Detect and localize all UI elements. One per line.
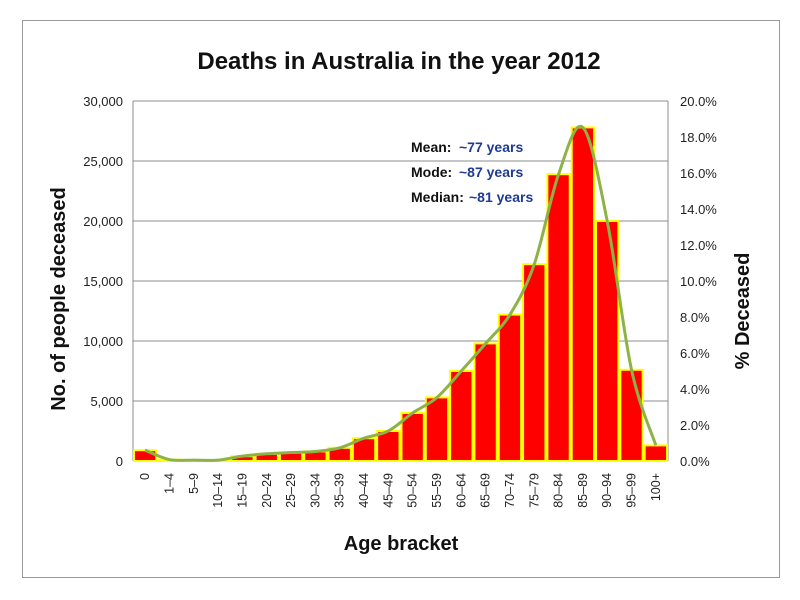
x-tick-label: 5–9 [187,473,201,494]
x-tick-label: 30–34 [308,473,322,508]
x-tick-label: 15–19 [235,473,249,508]
chart-title: Deaths in Australia in the year 2012 [197,48,600,75]
stat-value: ~77 years [459,139,523,155]
x-tick-label: 25–29 [284,473,298,508]
x-tick-label: 90–94 [600,473,614,508]
stat-value: ~87 years [459,164,523,180]
bar-10 [376,430,401,462]
y2-tick-label: 16.0% [680,166,717,181]
x-axis-ticks: 0 1–4 5–9 10–14 15–19 20–24 25–29 30–34 35–39 40–… [138,473,663,508]
bar-14 [473,342,498,462]
x-tick-label: 75–79 [527,473,541,508]
stat-label: Mean: [411,139,451,155]
bar-21 [643,444,669,462]
y2-tick-label: 10.0% [680,274,717,289]
bar-17 [546,173,571,462]
y2-tick-label: 2.0% [680,418,710,433]
x-tick-label: 65–69 [479,473,493,508]
chart-svg: Deaths in Australia in the year 2012 0 5,… [48,48,754,555]
stat-value: ~81 years [469,189,533,205]
right-axis-ticks: 0.0% 2.0% 4.0% 6.0% 8.0% 10.0% 12.0% 14.0% 16.0%… [680,94,717,469]
y2-tick-label: 14.0% [680,202,717,217]
y-tick-label: 0 [116,454,123,469]
x-tick-label: 45–49 [381,473,395,508]
stats-annotations: Mean: ~77 years Mode: ~87 years Median: ~81 y… [411,139,533,205]
x-tick-label: 95–99 [625,473,639,508]
y2-tick-label: 18.0% [680,130,717,145]
bar-13 [449,370,474,462]
y2-axis-title: % Deceased [732,253,754,370]
y2-tick-label: 12.0% [680,238,717,253]
bar-19 [595,220,620,462]
x-tick-label: 50–54 [406,473,420,508]
stat-label: Median: [411,189,464,205]
y2-tick-label: 0.0% [680,454,710,469]
x-tick-label: 20–24 [260,473,274,508]
stat-label: Mode: [411,164,452,180]
y2-tick-label: 6.0% [680,346,710,361]
bar-12 [424,396,450,462]
x-tick-label: 40–44 [357,473,371,508]
bars [133,126,669,463]
y-tick-label: 10,000 [83,334,123,349]
y2-tick-label: 8.0% [680,310,710,325]
chart-frame: Deaths in Australia in the year 2012 0 5,… [22,20,780,578]
bar-18 [570,126,596,463]
x-tick-label: 80–84 [552,473,566,508]
y-tick-label: 15,000 [83,274,123,289]
x-tick-label: 100+ [649,473,663,501]
x-tick-label: 35–39 [333,473,347,508]
y-tick-label: 20,000 [83,214,123,229]
x-tick-label: 70–74 [503,473,517,508]
x-axis-title: Age bracket [344,533,459,555]
bar-20 [619,368,644,462]
percent-curve [144,124,658,462]
x-tick-label: 55–59 [430,473,444,508]
x-tick-label: 85–89 [576,473,590,508]
grid [132,100,669,462]
x-tick-label: 10–14 [211,473,225,508]
bar-16 [522,263,547,462]
x-tick-label: 0 [138,473,152,480]
y2-tick-label: 20.0% [680,94,717,109]
y2-tick-label: 4.0% [680,382,710,397]
y-tick-label: 25,000 [83,154,123,169]
x-tick-label: 60–64 [454,473,468,508]
y-axis-title: No. of people deceased [48,187,70,410]
percent-curve-group [144,124,658,462]
y-tick-label: 30,000 [83,94,123,109]
bar-15 [497,313,523,462]
x-tick-label: 1–4 [162,473,176,494]
left-axis-ticks: 0 5,000 10,000 15,000 20,000 25,000 30,000 [83,94,123,469]
bar-0 [133,449,158,463]
y-tick-label: 5,000 [90,394,123,409]
